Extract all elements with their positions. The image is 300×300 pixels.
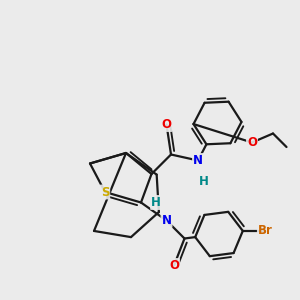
Text: S: S (101, 185, 109, 199)
Text: Br: Br (258, 224, 273, 237)
Text: H: H (151, 196, 161, 209)
Text: N: N (193, 154, 203, 167)
Text: H: H (199, 175, 209, 188)
Text: N: N (161, 214, 172, 227)
Text: O: O (161, 118, 172, 131)
Text: O: O (169, 259, 179, 272)
Text: O: O (247, 136, 257, 149)
